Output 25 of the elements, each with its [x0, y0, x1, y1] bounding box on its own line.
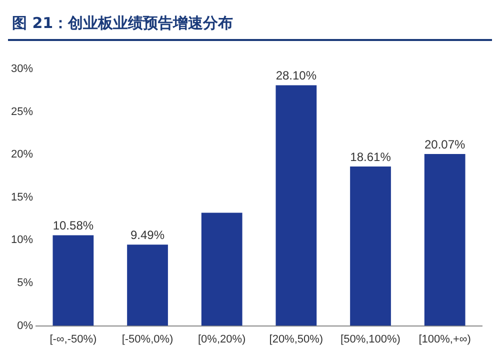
y-tick-label: 25%	[10, 106, 34, 118]
data-label: 20.07%	[424, 137, 466, 152]
x-tick-label: [50%,100%)	[340, 333, 400, 346]
bar	[201, 212, 242, 326]
x-tick-label: [-50%,0%)	[122, 333, 174, 346]
y-tick-label: 20%	[10, 148, 34, 161]
x-tick-label: [100%,+∞)	[418, 333, 471, 346]
bar	[127, 244, 168, 326]
chart-title: 图 21：创业板业绩预告增速分布	[8, 8, 492, 41]
data-label: 18.61%	[350, 150, 392, 164]
y-tick-label: 15%	[10, 191, 34, 204]
data-label: 9.49%	[130, 228, 165, 242]
x-tick-label: [-∞,-50%)	[50, 333, 97, 346]
x-tick-label: [20%,50%)	[269, 333, 324, 346]
y-tick-label: 5%	[17, 277, 34, 290]
y-tick-label: 0%	[17, 320, 34, 332]
data-label: 28.10%	[276, 68, 317, 83]
data-label: 10.58%	[52, 218, 94, 233]
bar	[276, 85, 317, 326]
x-tick-label: [0%,20%)	[198, 333, 246, 346]
bar	[350, 166, 391, 326]
y-tick-label: 10%	[10, 234, 34, 246]
bar	[424, 154, 466, 326]
bar	[52, 235, 94, 326]
y-tick-label: 30%	[10, 63, 34, 76]
